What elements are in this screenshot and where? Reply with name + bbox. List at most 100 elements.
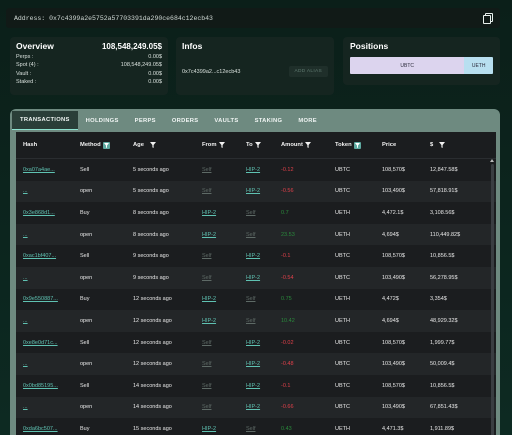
price-value: 103,490$ bbox=[382, 361, 405, 368]
filter-icon[interactable] bbox=[218, 142, 225, 148]
header-to: To bbox=[246, 142, 281, 148]
cell-hash: 0x9e550887... bbox=[16, 296, 80, 302]
filter-icon[interactable] bbox=[438, 142, 445, 148]
position-segment-ueth[interactable]: UETH bbox=[464, 57, 493, 74]
table-row: 0x3e868d1... Buy 8 seconds ago HIP-2 Self 0.7… bbox=[16, 202, 496, 224]
to-value[interactable]: HIP-2 bbox=[246, 274, 261, 281]
price-value: 103,490$ bbox=[382, 274, 405, 281]
cell-price: 4,472.1$ bbox=[382, 210, 430, 216]
from-value[interactable]: Self bbox=[202, 339, 212, 346]
hash-value[interactable]: 0x9e550887... bbox=[23, 296, 58, 303]
cell-method: open bbox=[80, 275, 133, 281]
overview-card: Overview 108,548,249.05$ Perps : 0.00$ S… bbox=[10, 37, 168, 95]
tab-orders[interactable]: ORDERS bbox=[171, 117, 199, 124]
to-value[interactable]: Self bbox=[246, 296, 256, 303]
from-value[interactable]: HIP-2 bbox=[202, 317, 217, 324]
cell-age: 15 seconds ago bbox=[133, 426, 202, 432]
hash-value[interactable]: 0xda6bc507... bbox=[23, 425, 58, 432]
from-value[interactable]: Self bbox=[202, 361, 212, 368]
hash-value[interactable]: ... bbox=[23, 317, 28, 324]
tab-perps[interactable]: PERPS bbox=[134, 117, 156, 124]
from-value[interactable]: HIP-2 bbox=[202, 296, 217, 303]
tab-vaults[interactable]: VAULTS bbox=[214, 117, 239, 124]
filter-icon[interactable] bbox=[304, 142, 311, 148]
amount-value: -0.1 bbox=[281, 382, 291, 389]
cell-from: HIP-2 bbox=[202, 232, 246, 238]
filter-icon[interactable] bbox=[149, 142, 156, 148]
hash-value[interactable]: 0xa07a4ae... bbox=[23, 166, 55, 173]
filter-icon[interactable] bbox=[254, 142, 261, 148]
hash-value[interactable]: ... bbox=[23, 404, 28, 411]
price-value: 108,570$ bbox=[382, 339, 405, 346]
token-value: UETH bbox=[335, 209, 350, 216]
tabs-panel: TRANSACTIONS HOLDINGS PERPS ORDERS VAULTS STA… bbox=[10, 109, 500, 435]
cell-amount: 0.75 bbox=[281, 296, 335, 302]
age-value: 8 seconds ago bbox=[133, 209, 169, 216]
hash-value[interactable]: ... bbox=[23, 361, 28, 368]
hash-value[interactable]: ... bbox=[23, 274, 28, 281]
copy-icon[interactable] bbox=[483, 13, 493, 24]
from-value[interactable]: Self bbox=[202, 382, 212, 389]
to-value[interactable]: Self bbox=[246, 231, 256, 238]
amount-value: -0.54 bbox=[281, 274, 294, 281]
cell-amount: -0.56 bbox=[281, 188, 335, 194]
to-value[interactable]: HIP-2 bbox=[246, 188, 261, 195]
scroll-up-arrow-icon[interactable] bbox=[490, 159, 494, 162]
token-value: UBTC bbox=[335, 274, 350, 281]
tab-holdings[interactable]: HOLDINGS bbox=[85, 117, 119, 124]
from-value[interactable]: Self bbox=[202, 274, 212, 281]
token-value: UBTC bbox=[335, 404, 350, 411]
to-value[interactable]: Self bbox=[246, 209, 256, 216]
amount-value: 23.53 bbox=[281, 231, 295, 238]
tab-more[interactable]: MORE bbox=[298, 117, 317, 124]
to-value[interactable]: Self bbox=[246, 425, 256, 432]
cell-price: 108,570$ bbox=[382, 383, 430, 389]
tab-transactions[interactable]: TRANSACTIONS bbox=[12, 111, 78, 130]
tab-bar: TRANSACTIONS HOLDINGS PERPS ORDERS VAULTS STA… bbox=[10, 109, 500, 130]
cell-age: 9 seconds ago bbox=[133, 275, 202, 281]
hash-value[interactable]: 0x0bd85195... bbox=[23, 382, 58, 389]
hash-value[interactable]: 0xe8e0d71c... bbox=[23, 339, 58, 346]
to-value[interactable]: HIP-2 bbox=[246, 361, 261, 368]
tab-staking[interactable]: STAKING bbox=[254, 117, 283, 124]
scrollbar[interactable] bbox=[491, 164, 494, 435]
price-value: 4,472$ bbox=[382, 296, 399, 303]
hash-value[interactable]: 0xac1bf407... bbox=[23, 253, 57, 260]
from-value[interactable]: Self bbox=[202, 166, 212, 173]
to-value[interactable]: Self bbox=[246, 317, 256, 324]
to-value[interactable]: HIP-2 bbox=[246, 382, 261, 389]
cell-token: UETH bbox=[335, 426, 382, 432]
to-value[interactable]: HIP-2 bbox=[246, 253, 261, 260]
cell-from: Self bbox=[202, 340, 246, 346]
from-value[interactable]: Self bbox=[202, 188, 212, 195]
cell-usd: 3,354$ bbox=[430, 296, 486, 302]
from-value[interactable]: HIP-2 bbox=[202, 209, 217, 216]
to-value[interactable]: HIP-2 bbox=[246, 339, 261, 346]
header-label: From bbox=[202, 142, 217, 148]
from-value[interactable]: HIP-2 bbox=[202, 231, 217, 238]
hash-value[interactable]: 0x3e868d1... bbox=[23, 209, 55, 216]
cell-amount: -0.02 bbox=[281, 340, 335, 346]
age-value: 5 seconds ago bbox=[133, 188, 169, 195]
cell-price: 108,570$ bbox=[382, 340, 430, 346]
filter-active-icon[interactable] bbox=[353, 141, 361, 149]
filter-active-icon[interactable] bbox=[102, 141, 110, 149]
cell-hash: ... bbox=[16, 275, 80, 281]
cell-token: UBTC bbox=[335, 188, 382, 194]
hash-value[interactable]: ... bbox=[23, 231, 28, 238]
token-value: UETH bbox=[335, 231, 350, 238]
from-value[interactable]: HIP-2 bbox=[202, 425, 217, 432]
add-alias-button[interactable]: ADD ALIAS bbox=[288, 66, 328, 78]
to-value[interactable]: HIP-2 bbox=[246, 166, 261, 173]
from-value[interactable]: Self bbox=[202, 404, 212, 411]
hash-value[interactable]: ... bbox=[23, 188, 28, 195]
cell-price: 4,471.3$ bbox=[382, 426, 430, 432]
to-value[interactable]: HIP-2 bbox=[246, 404, 261, 411]
from-value[interactable]: Self bbox=[202, 253, 212, 260]
position-segment-ubtc[interactable]: UBTC bbox=[350, 57, 465, 74]
price-value: 108,570$ bbox=[382, 253, 405, 260]
header-method: Method bbox=[80, 141, 133, 149]
infos-card: Infos 0x7c4399a2...c12ecb43 ADD ALIAS bbox=[176, 37, 334, 95]
method-value: Buy bbox=[80, 296, 90, 303]
cell-age: 5 seconds ago bbox=[133, 188, 202, 194]
